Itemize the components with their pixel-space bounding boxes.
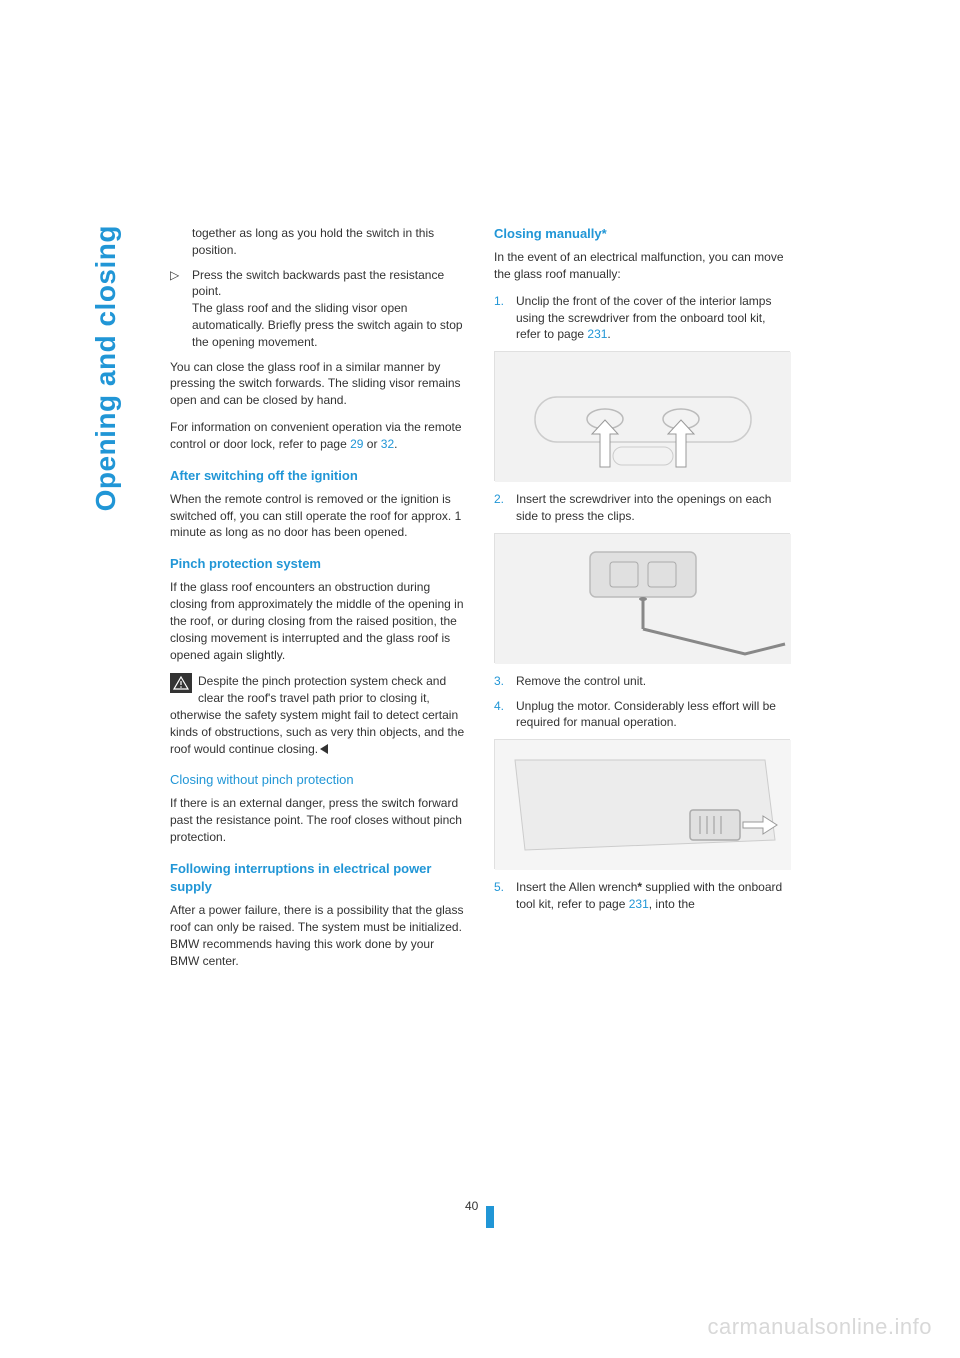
step-text: Unplug the motor. Considerably less effo…	[516, 698, 790, 732]
paragraph: When the remote control is removed or th…	[170, 491, 466, 541]
paragraph: You can close the glass roof in a simila…	[170, 359, 466, 409]
bullet-text: together as long as you hold the switch …	[192, 225, 466, 259]
step-number: 5.	[494, 879, 516, 913]
paragraph: If the glass roof encounters an obstruct…	[170, 579, 466, 663]
warning-box: Despite the pinch protection system chec…	[170, 673, 466, 757]
section-heading: Closing manually*	[494, 225, 790, 243]
numbered-item: 4. Unplug the motor. Considerably less e…	[494, 698, 790, 732]
paragraph: For information on convenient operation …	[170, 419, 466, 453]
paragraph: After a power failure, there is a possib…	[170, 902, 466, 969]
bullet-item: ▷ Press the switch backwards past the re…	[170, 267, 466, 351]
side-tab-label: Opening and closing	[90, 225, 122, 511]
page-marker	[486, 1206, 494, 1228]
numbered-item: 5. Insert the Allen wrench* supplied wit…	[494, 879, 790, 913]
bullet-item: together as long as you hold the switch …	[170, 225, 466, 259]
numbered-item: 3. Remove the control unit.	[494, 673, 790, 690]
step-text: Insert the Allen wrench* supplied with t…	[516, 879, 790, 913]
numbered-item: 1. Unclip the front of the cover of the …	[494, 293, 790, 343]
numbered-item: 2. Insert the screwdriver into the openi…	[494, 491, 790, 525]
bullet-marker-icon: ▷	[170, 267, 179, 284]
step-text: Unclip the front of the cover of the int…	[516, 293, 790, 343]
step-number: 4.	[494, 698, 516, 732]
step-number: 1.	[494, 293, 516, 343]
step-number: 2.	[494, 491, 516, 525]
section-heading: Following interruptions in electrical po…	[170, 860, 466, 896]
step-text: Remove the control unit.	[516, 673, 790, 690]
end-marker-icon	[320, 744, 328, 754]
left-column: together as long as you hold the switch …	[170, 225, 466, 979]
step-text: Insert the screwdriver into the openings…	[516, 491, 790, 525]
figure-image	[494, 351, 790, 481]
figure-image	[494, 739, 790, 869]
paragraph: In the event of an electrical malfunctio…	[494, 249, 790, 283]
asterisk-marker: *	[602, 226, 607, 241]
warning-icon	[170, 673, 192, 693]
bullet-text: Press the switch backwards past the resi…	[192, 267, 466, 351]
right-column: Closing manually* In the event of an ele…	[494, 225, 790, 979]
paragraph: If there is an external danger, press th…	[170, 795, 466, 845]
section-heading: After switching off the ignition	[170, 467, 466, 485]
page-reference-link[interactable]: 231	[629, 897, 649, 911]
page-reference-link[interactable]: 231	[587, 327, 607, 341]
section-heading: Pinch protection system	[170, 555, 466, 573]
page-reference-link[interactable]: 29	[350, 437, 363, 451]
page-reference-link[interactable]: 32	[381, 437, 394, 451]
sub-heading: Closing without pinch protection	[170, 771, 466, 789]
warning-text: Despite the pinch protection system chec…	[170, 674, 464, 755]
main-content: together as long as you hold the switch …	[170, 225, 790, 979]
step-number: 3.	[494, 673, 516, 690]
watermark: carmanualsonline.info	[707, 1314, 932, 1340]
figure-image	[494, 533, 790, 663]
page-number: 40	[465, 1199, 478, 1213]
